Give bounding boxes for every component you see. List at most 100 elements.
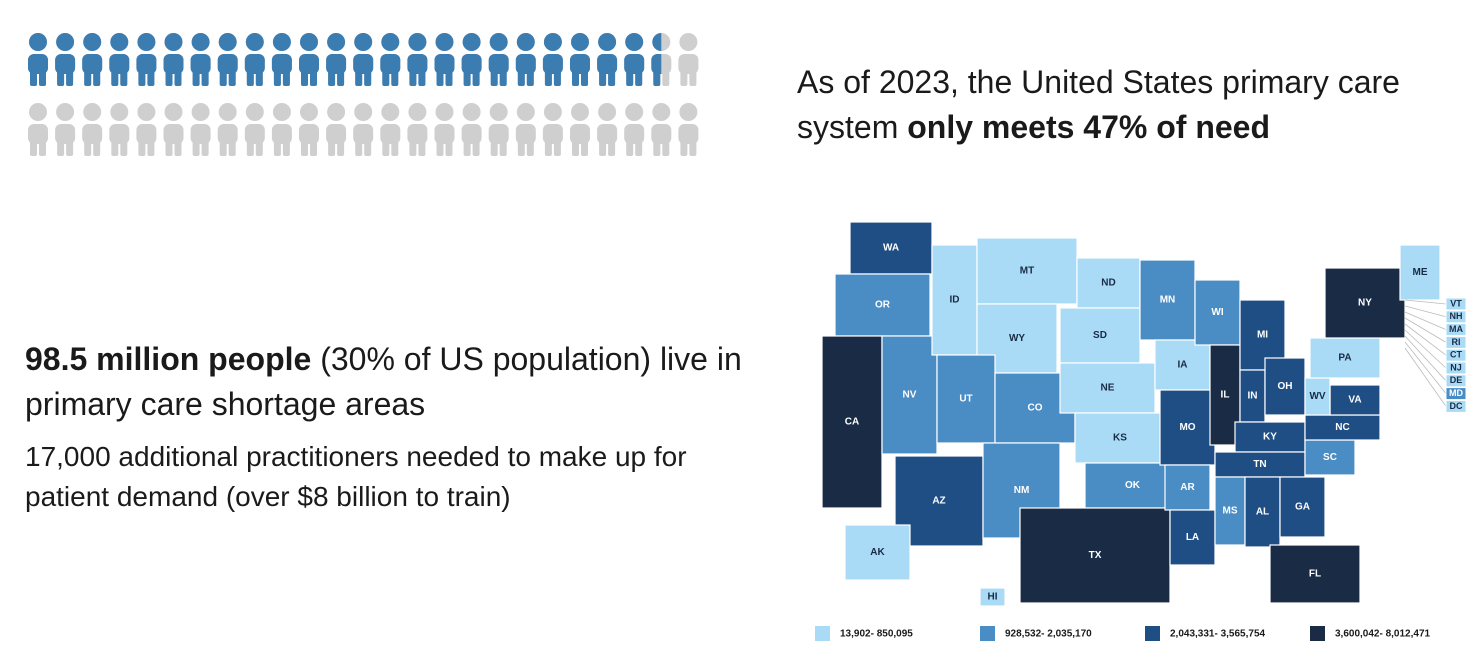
state-label: WI xyxy=(1211,307,1223,318)
icon-leg xyxy=(662,69,670,86)
icon-leg xyxy=(310,69,317,86)
icon-head xyxy=(137,33,156,51)
icon-leg xyxy=(680,139,688,156)
icon-leg xyxy=(526,139,534,156)
icon-leg xyxy=(544,69,552,86)
state-label: AL xyxy=(1256,507,1269,518)
icon-head xyxy=(300,33,318,51)
icon-leg xyxy=(499,69,507,86)
icon-leg xyxy=(364,69,372,86)
person-icon xyxy=(380,103,401,156)
state-label: RI xyxy=(1452,337,1461,347)
person-icon xyxy=(353,103,374,156)
icon-head xyxy=(543,103,562,121)
state xyxy=(1279,476,1326,538)
person-icon xyxy=(136,103,157,156)
state xyxy=(1214,476,1246,546)
icon-leg xyxy=(463,139,471,156)
icon-head xyxy=(191,33,210,51)
icon-leg xyxy=(138,139,146,156)
icon-leg xyxy=(228,69,236,86)
person-icon-filled xyxy=(244,33,265,86)
state-label: TN xyxy=(1253,459,1266,470)
icon-leg xyxy=(680,69,688,86)
legend-label: 928,532- 2,035,170 xyxy=(1005,629,1092,640)
state xyxy=(1304,439,1356,476)
state xyxy=(1234,421,1306,453)
icon-leg xyxy=(608,69,616,86)
state xyxy=(979,587,1006,607)
person-icon xyxy=(515,103,536,156)
state-label: DE xyxy=(1450,375,1463,385)
icon-head xyxy=(137,103,156,121)
state xyxy=(1076,257,1141,309)
state xyxy=(1329,384,1381,416)
icon-leg xyxy=(553,69,561,86)
icon-head xyxy=(571,33,589,51)
icon-leg xyxy=(328,139,336,156)
icon-head xyxy=(598,103,617,121)
person-icon-filled xyxy=(299,33,319,86)
icon-head xyxy=(218,33,237,51)
icon-head xyxy=(381,33,400,51)
state-label: PA xyxy=(1338,353,1351,364)
icon-leg xyxy=(201,69,209,86)
person-icon-filled xyxy=(407,33,428,86)
icon-array xyxy=(28,33,699,156)
person-icon-filled xyxy=(109,33,130,86)
icon-head xyxy=(516,103,535,121)
state-label: MA xyxy=(1449,324,1463,334)
icon-leg xyxy=(30,139,37,156)
state-label: AZ xyxy=(932,496,945,507)
icon-leg xyxy=(39,69,46,86)
state xyxy=(894,455,984,547)
icon-leg xyxy=(689,139,697,156)
leader-line xyxy=(1404,347,1447,407)
icon-leg xyxy=(463,69,471,86)
icon-leg xyxy=(436,139,444,156)
person-icon-filled xyxy=(353,33,374,86)
icon-head xyxy=(571,103,589,121)
state-label: VT xyxy=(1450,298,1462,308)
state xyxy=(1154,339,1211,391)
state-box xyxy=(1445,310,1467,324)
icon-leg xyxy=(120,69,128,86)
state xyxy=(994,372,1076,444)
state-label: ME xyxy=(1413,267,1428,278)
state xyxy=(1159,389,1216,466)
icon-leg xyxy=(689,69,697,86)
icon-head xyxy=(29,103,47,121)
person-icon-filled xyxy=(55,33,76,86)
icon-leg xyxy=(626,139,634,156)
state-label: WY xyxy=(1009,333,1025,344)
state xyxy=(1239,369,1266,423)
state xyxy=(1084,462,1181,509)
icon-head xyxy=(435,103,454,121)
icon-head xyxy=(381,103,400,121)
person-icon-filled xyxy=(28,33,48,86)
legend-label: 3,600,042- 8,012,471 xyxy=(1335,629,1431,640)
icon-leg xyxy=(273,69,281,86)
state-label: AR xyxy=(1180,482,1195,493)
icon-leg xyxy=(608,139,616,156)
person-icon-filled xyxy=(326,33,347,86)
state xyxy=(1074,412,1166,464)
state-box xyxy=(1445,323,1467,337)
icon-leg xyxy=(355,139,363,156)
icon-leg xyxy=(39,139,46,156)
icon-leg xyxy=(445,69,453,86)
person-icon xyxy=(434,103,455,156)
state xyxy=(1194,279,1241,346)
icon-head xyxy=(625,103,644,121)
state xyxy=(982,442,1061,539)
icon-leg xyxy=(572,69,579,86)
icon-leg xyxy=(66,139,74,156)
icon-head xyxy=(489,103,508,121)
icon-leg xyxy=(165,69,173,86)
person-icon xyxy=(163,103,184,156)
leader-line xyxy=(1404,299,1447,305)
state-label: SD xyxy=(1093,330,1107,341)
icon-leg xyxy=(364,139,372,156)
icon-head xyxy=(598,33,617,51)
headline: As of 2023, the United States primary ca… xyxy=(797,60,1437,150)
